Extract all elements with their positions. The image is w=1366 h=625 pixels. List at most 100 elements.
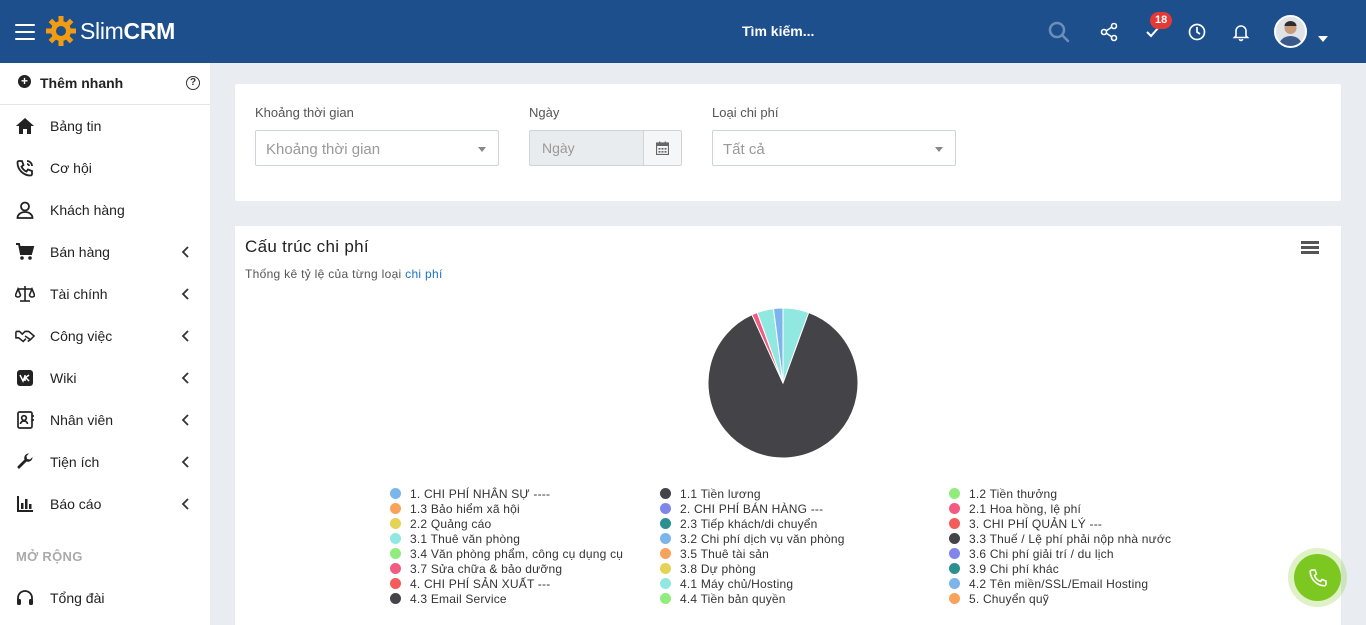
sidebar-item-sales[interactable]: Bán hàng (0, 231, 210, 273)
legend-marker (660, 593, 671, 604)
date-input[interactable]: Ngày (529, 130, 644, 166)
sidebar-item-finance[interactable]: Tài chính (0, 273, 210, 315)
cost-type-select[interactable]: Tất cả (712, 130, 956, 166)
legend-marker (949, 533, 960, 544)
chart-subtitle: Thống kê tỷ lệ của từng loại chi phí (245, 267, 443, 281)
sidebar-item-label: Nhân viên (50, 412, 114, 428)
legend-label: 4.1 Máy chủ/Hosting (680, 576, 794, 591)
legend-marker (390, 578, 401, 589)
chevron-down-icon (478, 147, 486, 152)
legend-item[interactable]: 4.4 Tiền bản quyền (660, 591, 786, 606)
sidebar-item-call-center[interactable]: Tổng đài (0, 577, 210, 619)
legend-item[interactable]: 3.6 Chi phí giải trí / du lịch (949, 546, 1114, 561)
sidebar-item-tasks[interactable]: Công việc (0, 315, 210, 357)
sidebar-item-label: Tiện ích (50, 454, 100, 470)
date-label: Ngày (529, 105, 560, 120)
quick-add-button[interactable]: + Thêm nhanh ? (0, 63, 210, 105)
user-icon (15, 200, 35, 220)
legend-marker (660, 533, 671, 544)
sidebar-item-reports[interactable]: Báo cáo (0, 483, 210, 525)
legend-item[interactable]: 3.1 Thuê văn phòng (390, 531, 520, 546)
legend-label: 3.4 Văn phòng phẩm, công cụ dụng cụ (410, 546, 624, 561)
headset-icon (15, 588, 35, 608)
legend-label: 3.3 Thuế / Lệ phí phải nộp nhà nước (969, 531, 1172, 546)
sidebar-item-dashboard[interactable]: Bảng tin (0, 105, 210, 147)
legend-item[interactable]: 3.4 Văn phòng phẩm, công cụ dụng cụ (390, 546, 623, 561)
legend-label: 3.2 Chi phí dịch vụ văn phòng (680, 531, 845, 546)
id-card-icon (15, 410, 35, 430)
legend-item[interactable]: 2. CHI PHÍ BÁN HÀNG --- (660, 501, 823, 516)
legend-label: 4.3 Email Service (410, 591, 507, 606)
legend-item[interactable]: 1.2 Tiền thưởng (949, 486, 1057, 501)
legend-item[interactable]: 2.3 Tiếp khách/di chuyển (660, 516, 818, 531)
legend-item[interactable]: 2.2 Quảng cáo (390, 516, 491, 531)
legend-marker (390, 518, 401, 529)
menu-toggle-icon[interactable] (15, 24, 35, 40)
legend-item[interactable]: 3. CHI PHÍ QUẢN LÝ --- (949, 516, 1102, 531)
legend-item[interactable]: 3.5 Thuê tài sản (660, 546, 769, 561)
legend-item[interactable]: 4.2 Tên miền/SSL/Email Hosting (949, 576, 1148, 591)
calendar-button[interactable] (643, 130, 682, 166)
legend-item[interactable]: 4.1 Máy chủ/Hosting (660, 576, 793, 591)
sidebar-item-employees[interactable]: Nhân viên (0, 399, 210, 441)
sidebar-item-opportunities[interactable]: Cơ hội (0, 147, 210, 189)
notification-badge: 18 (1150, 12, 1173, 29)
legend-marker (390, 533, 401, 544)
legend-marker (390, 593, 401, 604)
legend-marker (660, 518, 671, 529)
legend-label: 4.4 Tiền bản quyền (680, 591, 786, 606)
legend-label: 1. CHI PHÍ NHÂN SỰ ---- (410, 486, 551, 501)
legend-label: 3.5 Thuê tài sản (680, 546, 770, 561)
legend-item[interactable]: 4. CHI PHÍ SẢN XUẤT --- (390, 576, 550, 591)
sidebar-item-wiki[interactable]: Wiki (0, 357, 210, 399)
period-select-value: Khoảng thời gian (266, 141, 381, 158)
legend-item[interactable]: 3.7 Sửa chữa & bảo dưỡng (390, 561, 562, 576)
legend-item[interactable]: 1.3 Bảo hiểm xã hội (390, 501, 520, 516)
help-icon[interactable]: ? (186, 76, 200, 90)
bell-icon[interactable] (1229, 20, 1253, 44)
logo[interactable]: SlimCRM (45, 14, 175, 48)
pie-slice[interactable] (772, 307, 784, 384)
pie-slice[interactable] (707, 311, 859, 459)
top-navbar: SlimCRM Tìm kiếm... 18 (0, 0, 1366, 63)
search-input[interactable]: Tìm kiếm... (742, 23, 815, 39)
legend-marker (660, 563, 671, 574)
call-button[interactable] (1294, 554, 1341, 601)
period-label: Khoảng thời gian (255, 105, 354, 120)
legend-item[interactable]: 5. Chuyển quỹ (949, 591, 1049, 606)
chevron-left-icon (181, 372, 189, 384)
legend-item[interactable]: 1.1 Tiền lương (660, 486, 761, 501)
legend-item[interactable]: 3.9 Chi phí khác (949, 561, 1059, 576)
legend-item[interactable]: 2.1 Hoa hồng, lệ phí (949, 501, 1081, 516)
clock-icon[interactable] (1185, 20, 1209, 44)
sidebar-item-utilities[interactable]: Tiện ích (0, 441, 210, 483)
chevron-left-icon (181, 288, 189, 300)
legend-item[interactable]: 3.3 Thuế / Lệ phí phải nộp nhà nước (949, 531, 1171, 546)
cost-type-label: Loại chi phí (712, 105, 779, 120)
chart-menu-icon[interactable] (1301, 241, 1319, 255)
bar-chart-icon (15, 494, 35, 514)
legend-item[interactable]: 4.3 Email Service (390, 591, 507, 606)
legend-label: 2.2 Quảng cáo (410, 516, 492, 531)
period-select[interactable]: Khoảng thời gian (255, 130, 499, 166)
tasks-check-icon[interactable] (1141, 20, 1165, 44)
share-icon[interactable] (1097, 20, 1121, 44)
search-icon[interactable] (1047, 20, 1071, 44)
legend-label: 3.8 Dự phòng (680, 561, 756, 576)
sidebar-item-customers[interactable]: Khách hàng (0, 189, 210, 231)
chevron-left-icon (181, 246, 189, 258)
legend-label: 1.1 Tiền lương (680, 486, 761, 501)
phone-call-icon (15, 158, 35, 178)
sidebar-item-label: Khách hàng (50, 202, 125, 218)
user-menu-chevron-down-icon[interactable] (1318, 36, 1328, 42)
legend-marker (660, 503, 671, 514)
legend-label: 3.9 Chi phí khác (969, 561, 1059, 576)
pie-chart (707, 307, 859, 459)
legend-item[interactable]: 1. CHI PHÍ NHÂN SỰ ---- (390, 486, 550, 501)
legend-marker (660, 488, 671, 499)
legend-marker (660, 548, 671, 559)
legend-item[interactable]: 3.8 Dự phòng (660, 561, 756, 576)
legend-item[interactable]: 3.2 Chi phí dịch vụ văn phòng (660, 531, 845, 546)
wrench-icon (15, 452, 35, 472)
user-avatar[interactable] (1274, 15, 1307, 48)
